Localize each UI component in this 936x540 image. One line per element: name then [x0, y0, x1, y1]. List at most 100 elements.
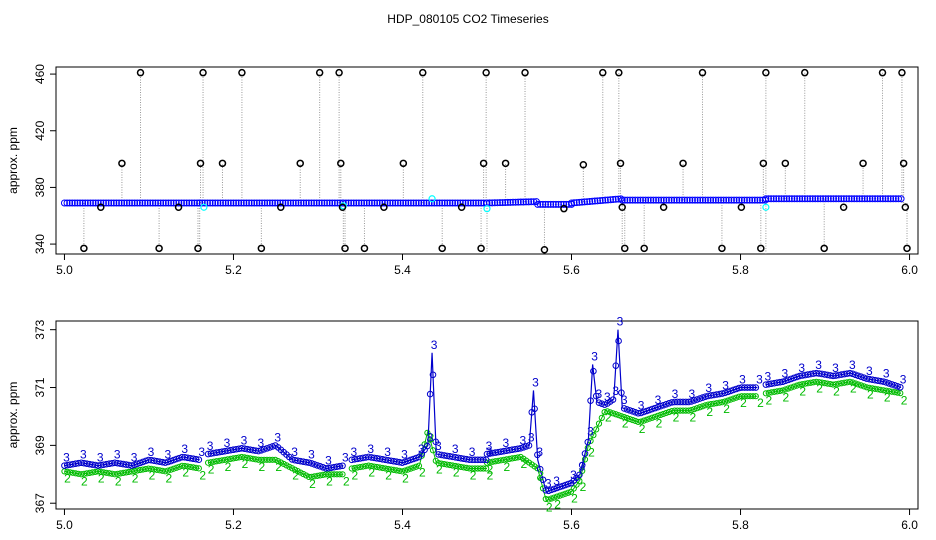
series-2-point — [205, 459, 212, 466]
series-2-point — [654, 412, 661, 419]
series-2-point — [646, 415, 653, 422]
baseline-point — [525, 198, 533, 206]
series-3-point — [891, 382, 898, 389]
series-3-point — [595, 399, 603, 407]
series-3-point — [790, 374, 798, 382]
spike-point — [899, 159, 908, 168]
baseline-point — [118, 199, 126, 207]
series-3-point-label: 3 — [883, 367, 890, 381]
baseline-point — [149, 199, 157, 207]
baseline-point — [725, 196, 733, 204]
series-3-point-label: 3 — [224, 436, 231, 450]
baseline-point — [688, 196, 696, 204]
series-2-point-label: 2 — [487, 463, 494, 477]
baseline-point — [652, 196, 660, 204]
baseline-point — [459, 199, 467, 207]
series-3-point — [553, 484, 561, 492]
baseline-point — [456, 199, 464, 207]
series-3-point-label: 3 — [587, 425, 594, 439]
series-3-point — [401, 458, 409, 466]
baseline-point — [790, 195, 798, 203]
series-3-point-label: 3 — [257, 436, 264, 450]
series-3-point-label: 3 — [849, 358, 856, 372]
baseline-point — [772, 195, 780, 203]
series-2-point — [852, 380, 859, 387]
series-2-point — [387, 466, 395, 473]
baseline-point — [560, 200, 568, 208]
baseline-point — [798, 195, 806, 203]
series-2-point — [871, 385, 879, 392]
baseline-point — [822, 195, 830, 203]
series-2-point — [749, 393, 757, 400]
spike-point — [878, 68, 887, 77]
baseline-point — [764, 195, 772, 203]
baseline-point — [509, 198, 517, 206]
baseline-point — [125, 199, 133, 207]
baseline-point — [128, 199, 136, 207]
baseline-point — [209, 199, 217, 207]
series-2-point — [365, 462, 372, 469]
baseline-point — [730, 196, 738, 204]
series-2-point — [435, 460, 442, 467]
baseline-point — [527, 198, 535, 206]
baseline-point — [575, 198, 583, 206]
y-tick-label: 373 — [33, 319, 47, 339]
baseline-point — [164, 199, 172, 207]
baseline-point — [583, 198, 591, 206]
spike-point — [679, 159, 687, 168]
baseline-point — [384, 199, 392, 207]
series-3-point-label: 3 — [591, 349, 598, 363]
baseline-point — [889, 195, 897, 203]
y-tick-label: 460 — [33, 64, 47, 84]
baseline-point — [581, 198, 589, 206]
baseline-point — [491, 199, 499, 207]
series-2-point — [438, 460, 445, 467]
series-2-point — [849, 379, 856, 386]
baseline-point — [141, 199, 149, 207]
series-2-point — [382, 465, 389, 472]
series-2-point — [885, 388, 893, 395]
series-2-point — [114, 470, 121, 477]
baseline-point — [506, 198, 514, 206]
baseline-point — [162, 199, 170, 207]
series-2-point — [782, 386, 789, 393]
series-3-point-label: 3 — [165, 448, 172, 462]
series-2-point — [311, 473, 318, 480]
baseline-point — [712, 196, 720, 204]
baseline-point — [389, 199, 397, 207]
spike-point — [80, 244, 88, 253]
series-3-point-label: 3 — [148, 445, 155, 459]
baseline-point — [678, 196, 686, 204]
series-3-point — [784, 376, 792, 384]
baseline-point — [626, 196, 634, 204]
spike-point — [238, 68, 246, 77]
series-2-point — [379, 464, 386, 472]
series-2-point — [368, 462, 375, 470]
series-2-point — [156, 467, 163, 474]
y-tick-label: 367 — [33, 493, 47, 513]
baseline-point — [97, 199, 105, 207]
series-2-point — [497, 457, 505, 464]
series-3-point-label: 3 — [198, 445, 205, 459]
series-3-point — [782, 377, 789, 385]
series-3-point — [787, 375, 795, 383]
baseline-point — [660, 196, 668, 204]
series-2-point — [190, 464, 197, 471]
series-2-point — [721, 398, 729, 405]
baseline-point — [555, 200, 563, 208]
series-2-point — [249, 455, 257, 462]
series-3-point — [894, 382, 901, 390]
baseline-point — [707, 196, 715, 204]
baseline-point — [618, 196, 626, 204]
series-2-point — [685, 407, 692, 414]
series-2-point — [855, 381, 862, 388]
baseline-point — [79, 199, 87, 207]
series-3-point — [724, 388, 732, 396]
series-2-point-label: 2 — [884, 390, 891, 404]
baseline-point — [250, 199, 258, 207]
alt-point — [200, 203, 208, 211]
series-2-point-label: 2 — [436, 463, 443, 477]
baseline-point — [323, 199, 331, 207]
baseline-point — [686, 196, 694, 204]
series-2-point — [376, 464, 383, 471]
